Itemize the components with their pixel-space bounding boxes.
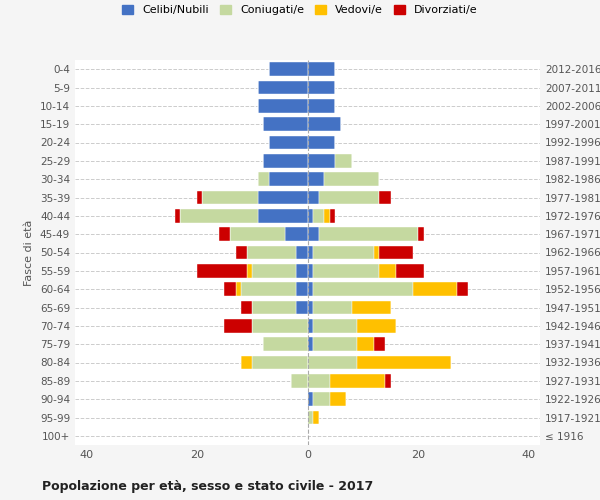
Bar [319, 190, 379, 204]
Bar [308, 99, 335, 112]
Bar [296, 264, 308, 278]
Bar [358, 319, 396, 332]
Bar [308, 374, 329, 388]
Bar [257, 80, 308, 94]
Bar [296, 300, 308, 314]
Bar [308, 300, 313, 314]
Bar [308, 190, 319, 204]
Bar [313, 319, 358, 332]
Bar [308, 118, 341, 131]
Bar [247, 246, 296, 260]
Bar [202, 190, 257, 204]
Bar [313, 246, 374, 260]
Bar [257, 190, 308, 204]
Bar [308, 62, 335, 76]
Bar [257, 99, 308, 112]
Bar [296, 246, 308, 260]
Bar [236, 282, 241, 296]
Bar [308, 246, 313, 260]
Bar [308, 282, 313, 296]
Bar [329, 209, 335, 222]
Bar [219, 228, 230, 241]
Bar [269, 172, 308, 186]
Bar [197, 190, 202, 204]
Bar [418, 228, 424, 241]
Bar [374, 338, 385, 351]
Y-axis label: Fasce di età: Fasce di età [25, 220, 34, 286]
Bar [413, 282, 457, 296]
Bar [236, 246, 247, 260]
Bar [358, 338, 374, 351]
Bar [263, 154, 308, 168]
Bar [457, 282, 468, 296]
Bar [379, 264, 396, 278]
Bar [379, 190, 391, 204]
Bar [241, 356, 252, 370]
Bar [385, 374, 391, 388]
Bar [269, 136, 308, 149]
Bar [197, 264, 247, 278]
Bar [308, 264, 313, 278]
Bar [286, 228, 308, 241]
Bar [308, 136, 335, 149]
Text: Popolazione per età, sesso e stato civile - 2017: Popolazione per età, sesso e stato civil… [42, 480, 373, 493]
Bar [175, 209, 180, 222]
Bar [308, 410, 313, 424]
Bar [241, 300, 252, 314]
Bar [241, 282, 296, 296]
Bar [269, 62, 308, 76]
Bar [379, 246, 413, 260]
Bar [263, 118, 308, 131]
Bar [308, 228, 319, 241]
Bar [313, 264, 379, 278]
Bar [308, 338, 313, 351]
Bar [252, 356, 308, 370]
Bar [313, 300, 352, 314]
Bar [313, 392, 329, 406]
Bar [263, 338, 308, 351]
Bar [230, 228, 286, 241]
Bar [396, 264, 424, 278]
Bar [313, 410, 319, 424]
Bar [252, 264, 296, 278]
Bar [352, 300, 391, 314]
Bar [308, 172, 324, 186]
Bar [308, 392, 313, 406]
Bar [308, 80, 335, 94]
Bar [329, 392, 346, 406]
Bar [257, 172, 269, 186]
Bar [224, 282, 236, 296]
Bar [313, 282, 413, 296]
Bar [252, 300, 296, 314]
Bar [335, 154, 352, 168]
Bar [308, 209, 313, 222]
Bar [324, 172, 379, 186]
Bar [252, 319, 308, 332]
Bar [374, 246, 379, 260]
Bar [224, 319, 252, 332]
Bar [313, 209, 324, 222]
Bar [296, 282, 308, 296]
Bar [324, 209, 329, 222]
Bar [180, 209, 257, 222]
Bar [313, 338, 358, 351]
Bar [358, 356, 451, 370]
Bar [247, 264, 252, 278]
Legend: Celibi/Nubili, Coniugati/e, Vedovi/e, Divorziati/e: Celibi/Nubili, Coniugati/e, Vedovi/e, Di… [118, 0, 482, 20]
Bar [257, 209, 308, 222]
Bar [319, 228, 418, 241]
Bar [308, 319, 313, 332]
Bar [291, 374, 308, 388]
Bar [308, 356, 358, 370]
Bar [329, 374, 385, 388]
Bar [308, 154, 335, 168]
